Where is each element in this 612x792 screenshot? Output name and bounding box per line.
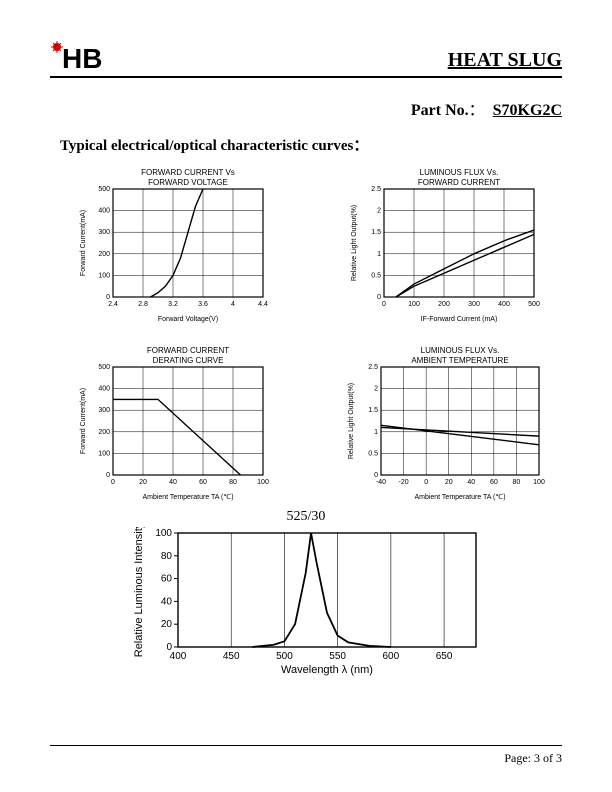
svg-text:450: 450 [223,651,240,662]
product-name: HEAT SLUG [448,49,562,72]
svg-text:0: 0 [424,479,428,486]
footer-rule [50,745,562,746]
svg-text:400: 400 [498,301,510,308]
svg-text:1: 1 [377,251,381,258]
svg-text:100: 100 [98,450,110,457]
chart-iv: FORWARD CURRENT VsFORWARD VOLTAGE 2.4 2.8 3… [71,165,271,325]
svg-text:550: 550 [329,651,346,662]
svg-text:-40: -40 [375,479,385,486]
svg-text:0: 0 [374,472,378,479]
chart-flux-current: LUMINOUS FLUX Vs.FORWARD CURRENT 0 100 200 3… [342,165,542,325]
svg-text:4.4: 4.4 [258,301,268,308]
svg-text:2.5: 2.5 [368,364,378,371]
svg-text:200: 200 [98,429,110,436]
svg-text:4: 4 [231,301,235,308]
svg-text:FORWARD CURRENT: FORWARD CURRENT [146,346,228,355]
svg-text:IF-Forward Current (mA): IF-Forward Current (mA) [420,316,497,323]
chart-derating: FORWARD CURRENTDERATING CURVE 0 20 40 60 80 10… [71,343,271,503]
svg-text:80: 80 [229,479,237,486]
svg-text:500: 500 [528,301,540,308]
svg-text:0: 0 [377,294,381,301]
partno-sep: ： [469,102,485,119]
section-title: Typical electrical/optical characteristi… [60,134,562,155]
svg-text:100: 100 [408,301,420,308]
svg-text:0: 0 [382,301,386,308]
svg-text:Relative Luminous Intensity: Relative Luminous Intensity [133,527,145,657]
svg-text:FORWARD CURRENT: FORWARD CURRENT [417,178,499,187]
svg-text:40: 40 [467,479,475,486]
svg-text:400: 400 [98,386,110,393]
svg-text:1: 1 [374,429,378,436]
svg-text:650: 650 [436,651,453,662]
svg-text:0: 0 [106,472,110,479]
svg-text:Ambient Temperature TA (℃): Ambient Temperature TA (℃) [414,494,505,501]
svg-text:DERATING CURVE: DERATING CURVE [152,356,223,365]
svg-text:Forward Current(mA): Forward Current(mA) [80,388,87,454]
brand-text: HB [62,43,102,72]
svg-text:100: 100 [98,272,110,279]
svg-text:Forward Current(mA): Forward Current(mA) [80,210,87,276]
svg-text:1.5: 1.5 [368,407,378,414]
svg-text:400: 400 [98,208,110,215]
svg-text:Relative Light Output(%): Relative Light Output(%) [348,383,355,459]
svg-text:600: 600 [383,651,400,662]
svg-text:80: 80 [512,479,520,486]
svg-text:2.5: 2.5 [371,186,381,193]
svg-text:500: 500 [276,651,293,662]
svg-text:500: 500 [98,186,110,193]
svg-text:2: 2 [377,208,381,215]
svg-text:40: 40 [169,479,177,486]
svg-text:Relative Light Output(%): Relative Light Output(%) [351,205,358,281]
svg-text:1.5: 1.5 [371,229,381,236]
svg-text:Forward Voltage(V): Forward Voltage(V) [157,316,217,323]
partno-label: Part No. [411,102,469,119]
page-number: Page: 3 of 3 [504,751,562,766]
svg-text:60: 60 [161,574,173,585]
svg-text:200: 200 [98,251,110,258]
svg-text:100: 100 [155,528,172,539]
svg-text:-20: -20 [398,479,408,486]
svg-text:20: 20 [161,619,173,630]
svg-text:LUMINOUS FLUX Vs.: LUMINOUS FLUX Vs. [419,168,498,177]
svg-text:400: 400 [170,651,187,662]
svg-text:20: 20 [444,479,452,486]
svg-text:300: 300 [468,301,480,308]
svg-text:LUMINOUS FLUX Vs.: LUMINOUS FLUX Vs. [420,346,499,355]
svg-text:AMBIENT TEMPERATURE: AMBIENT TEMPERATURE [411,356,508,365]
chart-spectrum: 400 450 500 550 600 650 0 20 40 60 80 100 Wavelength… [126,527,486,677]
svg-text:0.5: 0.5 [371,272,381,279]
header: HB HEAT SLUG [50,40,562,78]
svg-text:20: 20 [139,479,147,486]
part-number-row: Part No.： S70KG2C [50,96,562,120]
svg-text:2.4: 2.4 [108,301,118,308]
svg-text:40: 40 [161,596,173,607]
svg-text:0: 0 [106,294,110,301]
svg-text:FORWARD CURRENT Vs: FORWARD CURRENT Vs [141,168,235,177]
svg-text:0.5: 0.5 [368,450,378,457]
svg-text:3.6: 3.6 [198,301,208,308]
chart-flux-temp: LUMINOUS FLUX Vs.AMBIENT TEMPERATURE -40 -… [337,343,547,503]
svg-text:100: 100 [533,479,545,486]
svg-text:80: 80 [161,551,173,562]
brand-logo: HB [50,40,104,72]
partno-value: S70KG2C [493,102,562,119]
svg-text:Wavelength λ (nm): Wavelength λ (nm) [281,664,373,676]
svg-text:2.8: 2.8 [138,301,148,308]
svg-text:100: 100 [257,479,269,486]
svg-text:60: 60 [489,479,497,486]
svg-text:2: 2 [374,386,378,393]
svg-text:FORWARD VOLTAGE: FORWARD VOLTAGE [148,178,228,187]
svg-text:300: 300 [98,407,110,414]
svg-text:300: 300 [98,229,110,236]
svg-text:Ambient Temperature TA (℃): Ambient Temperature TA (℃) [142,494,233,501]
svg-text:3.2: 3.2 [168,301,178,308]
svg-text:0: 0 [166,642,172,653]
svg-text:200: 200 [438,301,450,308]
svg-text:500: 500 [98,364,110,371]
svg-text:60: 60 [199,479,207,486]
svg-text:0: 0 [111,479,115,486]
chart-spectrum-title: 525/30 [287,509,326,525]
